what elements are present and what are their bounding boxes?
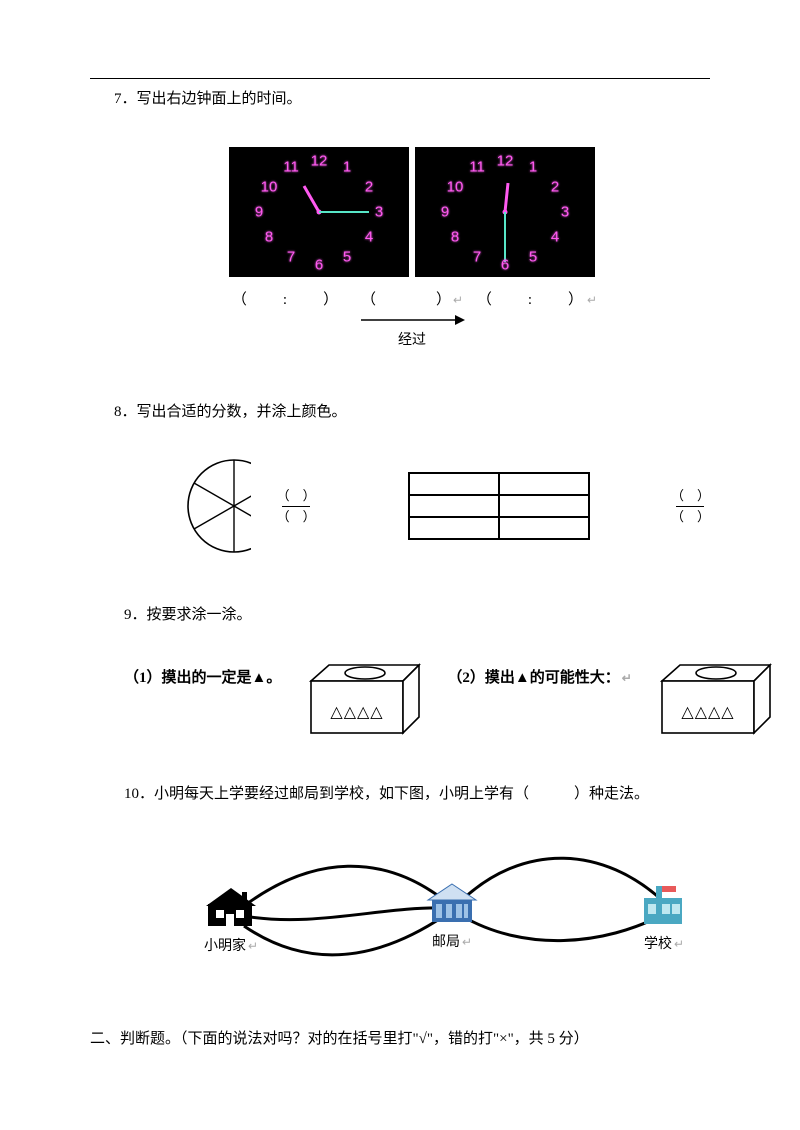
q8-prompt: 8．写出合适的分数，并涂上颜色。 [114, 399, 710, 426]
q7: 7．写出右边钟面上的时间。 12 1 2 3 4 5 6 7 8 9 10 11 [114, 86, 710, 353]
node-post: 邮局↵ [424, 880, 480, 955]
q7-answer-right: （ : ）↵ [472, 287, 604, 314]
q9: 9．按要求涂一涂。 （1）摸出的一定是▲。 △△△△ （2）摸出▲的可能性大：↵… [124, 602, 710, 741]
q7-clocks: 12 1 2 3 4 5 6 7 8 9 10 11 12 1 2 3 [114, 147, 710, 277]
arrow-icon [357, 312, 467, 328]
svg-text:△△△△: △△△△ [331, 704, 384, 721]
q7-answers: （ : ） （ ）↵ 经过 （ : ）↵ [114, 287, 710, 353]
section-2-heading: 二、判断题。（下面的说法对吗？对的在括号里打"√"，错的打"×"，共 5 分） [90, 1026, 710, 1053]
q10-prompt: 10．小明每天上学要经过邮局到学校，如下图，小明上学有（ ）种走法。 [124, 781, 710, 808]
node-home: 小明家↵ [202, 884, 260, 959]
school-icon [636, 880, 692, 928]
post-office-icon [424, 880, 480, 926]
section-2-title: 二、判断题。（下面的说法对吗？对的在括号里打"√"，错的打"×"，共 5 分） [90, 1026, 710, 1053]
house-icon [202, 884, 260, 930]
header-rule [90, 78, 710, 79]
svg-text:△△△△: △△△△ [681, 704, 734, 721]
rect-3x2-grid [408, 472, 590, 540]
q10: 10．小明每天上学要经过邮局到学校，如下图，小明上学有（ ）种走法。 小明家↵ [124, 781, 710, 986]
q9-item2-label: （2）摸出▲的可能性大：↵ [447, 659, 631, 692]
q9-prompt: 9．按要求涂一涂。 [124, 602, 710, 629]
q7-pass-label: 经过 [352, 328, 472, 353]
q7-prompt: 7．写出右边钟面上的时间。 [114, 86, 710, 113]
box-3d-icon-2: △△△△ [644, 659, 774, 741]
fraction-blank-1: （ ） （ ） [277, 488, 316, 524]
q8: 8．写出合适的分数，并涂上颜色。 （ ） （ ） （ ） （ ） [114, 399, 710, 556]
fraction-blank-2: （ ） （ ） [671, 488, 710, 524]
q7-answer-mid: （ ）↵ 经过 [352, 287, 472, 353]
circle-6-sector-icon [184, 456, 251, 556]
clock-1: 12 1 2 3 4 5 6 7 8 9 10 11 [229, 147, 409, 277]
node-school: 学校↵ [636, 880, 692, 957]
q9-item1-label: （1）摸出的一定是▲。 [124, 659, 281, 692]
q7-answer-left: （ : ） [220, 287, 352, 314]
box-3d-icon-1: △△△△ [293, 659, 423, 741]
clock-2: 12 1 2 3 4 5 6 7 8 9 10 11 [415, 147, 595, 277]
q9-items: （1）摸出的一定是▲。 △△△△ （2）摸出▲的可能性大：↵ △△△△ [124, 659, 710, 741]
q8-figures: （ ） （ ） （ ） （ ） [184, 456, 710, 556]
q10-diagram: 小明家↵ 邮局↵ 学校↵ [184, 836, 704, 986]
